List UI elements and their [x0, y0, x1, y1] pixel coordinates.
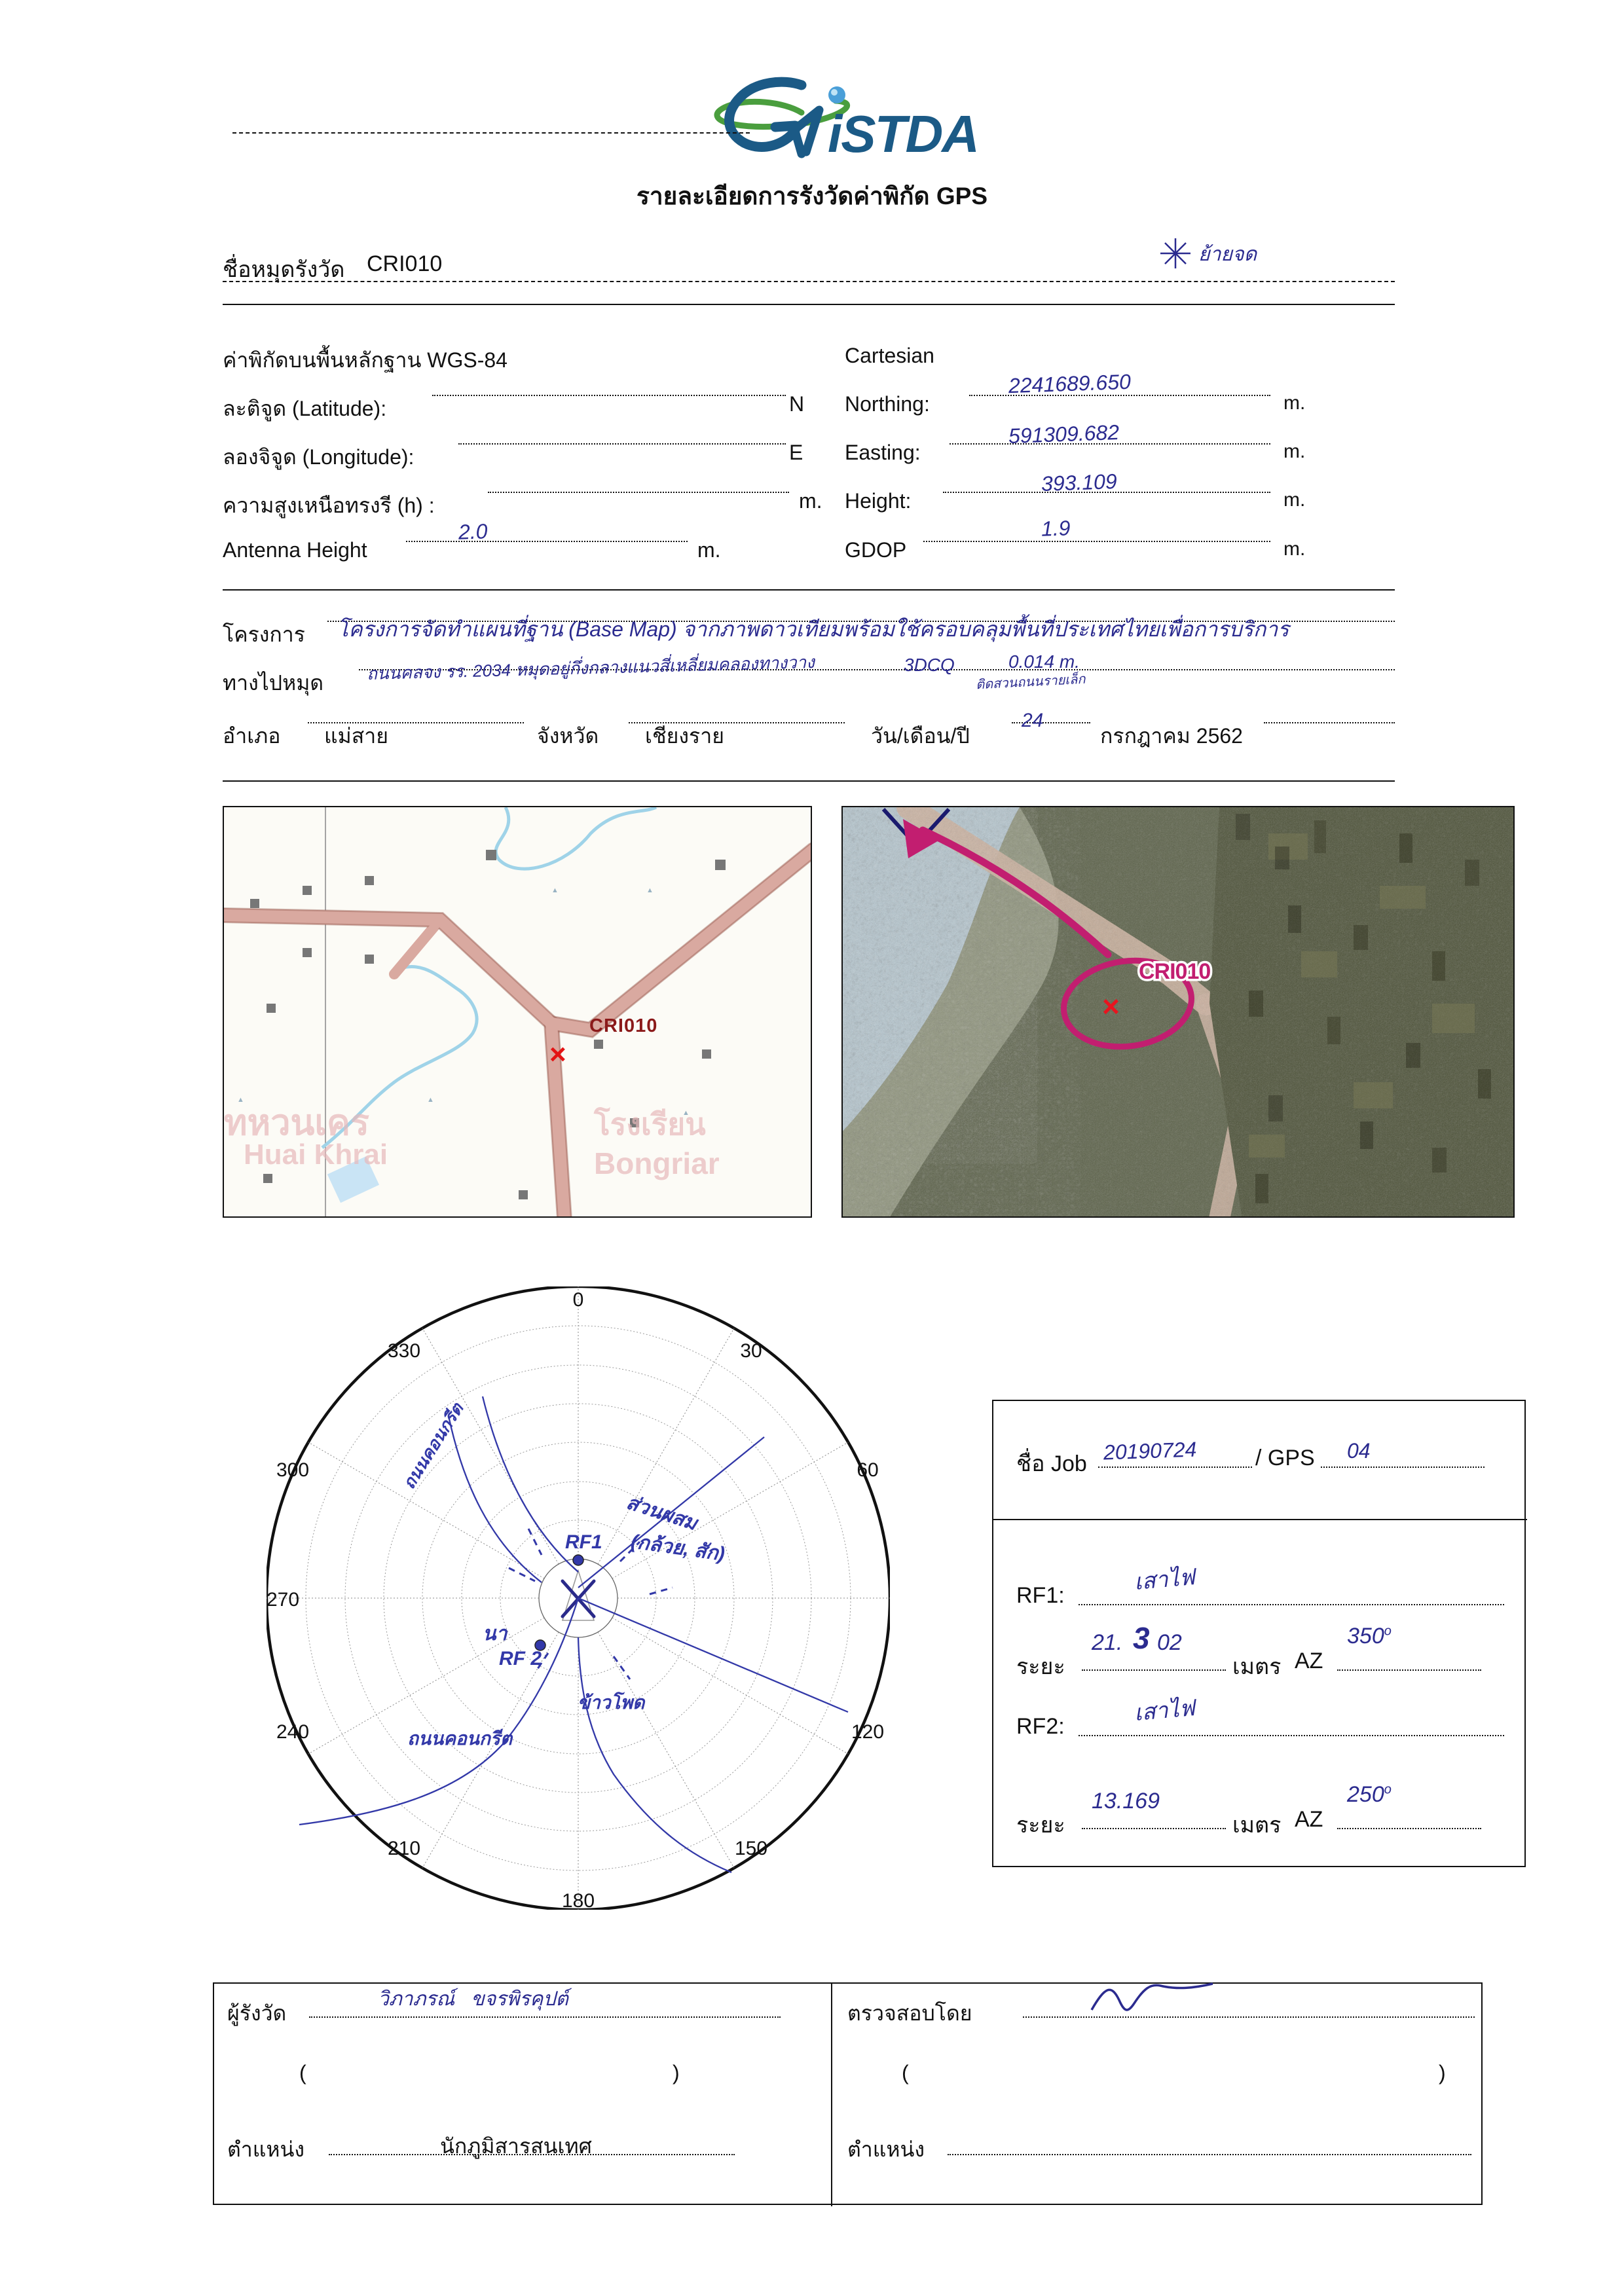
svg-text:▲: ▲	[646, 886, 654, 894]
svg-text:นา: นา	[483, 1623, 508, 1645]
svg-text:CRI010: CRI010	[589, 1015, 657, 1036]
svg-text:RF 2: RF 2	[499, 1648, 542, 1669]
svg-text:Bongriar: Bongriar	[594, 1146, 720, 1180]
svg-text:210: 210	[388, 1838, 420, 1859]
svg-text:RF1: RF1	[565, 1531, 602, 1553]
svg-text:150: 150	[735, 1838, 767, 1859]
svg-text:ข้าวโพด: ข้าวโพด	[578, 1691, 646, 1713]
svg-text:60: 60	[857, 1459, 878, 1481]
svg-text:▲: ▲	[427, 1096, 434, 1104]
svg-text:240: 240	[276, 1721, 309, 1743]
svg-text:120: 120	[851, 1721, 884, 1743]
svg-text:270: 270	[267, 1589, 299, 1611]
svg-text:0: 0	[573, 1289, 584, 1311]
svg-text:CRI010: CRI010	[1139, 959, 1210, 984]
svg-text:iSTDA: iSTDA	[828, 105, 978, 163]
svg-text:30: 30	[740, 1340, 762, 1362]
svg-text:ทหวนเคร: ทหวนเคร	[224, 1103, 369, 1142]
svg-text:×: ×	[549, 1038, 566, 1070]
svg-text:300: 300	[276, 1459, 309, 1481]
svg-text:โรงเรียน: โรงเรียน	[593, 1106, 706, 1141]
svg-text:▲: ▲	[551, 886, 559, 894]
svg-text:Huai Khrai: Huai Khrai	[244, 1139, 388, 1171]
svg-text:×: ×	[1102, 989, 1120, 1023]
svg-text:330: 330	[388, 1340, 420, 1362]
svg-text:180: 180	[562, 1890, 595, 1910]
svg-text:ถนนคอนกรีต: ถนนคอนกรีต	[407, 1728, 513, 1749]
